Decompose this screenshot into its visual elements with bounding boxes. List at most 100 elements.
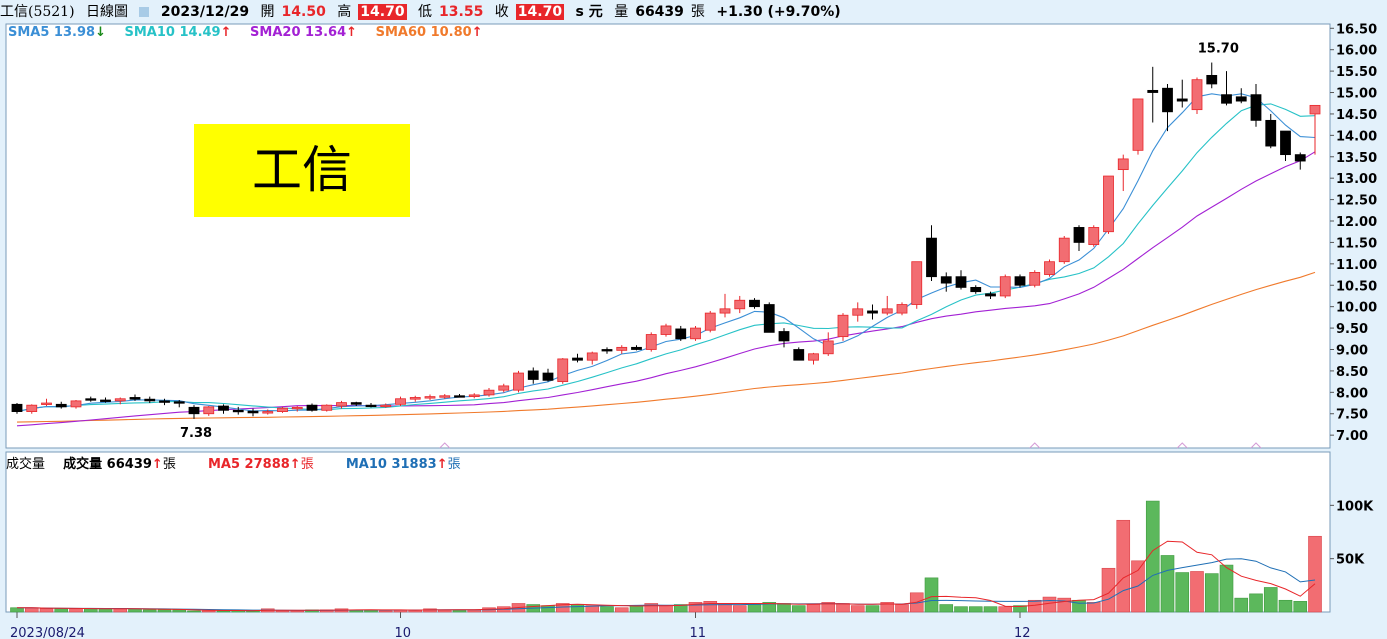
volume-bar — [10, 607, 24, 613]
volume-bar — [895, 604, 909, 613]
sma10-legend[interactable]: SMA10 14.49↑ — [124, 25, 232, 40]
candle-body — [218, 405, 229, 411]
price-tick-label: 12.00 — [1336, 215, 1377, 230]
candle-body — [70, 400, 82, 408]
candle-body — [557, 358, 569, 383]
price-tick-label: 10.50 — [1336, 279, 1377, 294]
volume-bar — [688, 602, 703, 613]
volume-label: 量 — [614, 4, 629, 20]
volume-arrow-icon: ↑ — [151, 457, 163, 472]
volume-bar — [1057, 597, 1072, 613]
candle-body — [1147, 89, 1159, 93]
volume-bar — [142, 609, 157, 613]
sma20-legend[interactable]: SMA20 13.64↑ — [250, 25, 358, 40]
price-tick-label: 9.50 — [1336, 322, 1368, 337]
candle-body — [114, 398, 126, 402]
unit-label: s 元 — [575, 4, 603, 20]
volume-bar — [939, 604, 954, 613]
volume-bar — [1013, 605, 1027, 613]
volume-value: 66439 — [635, 4, 684, 20]
candle-body — [852, 308, 864, 316]
candle-body — [940, 276, 952, 284]
candle-body — [321, 404, 333, 411]
candle-body — [395, 398, 406, 405]
candle-body — [85, 398, 97, 401]
price-tick-label: 12.50 — [1336, 194, 1377, 209]
candle-body — [336, 402, 347, 407]
volume-bar — [747, 604, 762, 613]
price-tick-label: 8.00 — [1336, 386, 1368, 401]
price-tick-label: 15.50 — [1336, 65, 1377, 80]
volume-bar — [673, 604, 688, 613]
price-tick-label: 7.00 — [1336, 429, 1368, 444]
candle-body — [247, 410, 259, 414]
candle-body — [660, 325, 672, 335]
ma10-legend[interactable]: MA10 31883↑張 — [345, 457, 461, 472]
volume-bar — [629, 605, 644, 613]
price-annotation: 7.38 — [180, 426, 212, 441]
volume-legend: 成交量 成交量 66439↑張 MA5 27888↑張 MA10 31883↑張 — [6, 453, 489, 472]
period-label[interactable]: 日線圖 — [86, 4, 129, 20]
calendar-icon[interactable] — [139, 7, 150, 17]
candle-body — [262, 411, 274, 414]
candle-body — [232, 409, 244, 413]
candle-body — [645, 334, 657, 350]
candle-body — [734, 299, 746, 310]
volume-bar — [850, 605, 865, 613]
volume-bar — [1145, 500, 1160, 613]
candle-body — [1235, 96, 1247, 102]
volume-bar — [777, 603, 791, 613]
sma5-legend[interactable]: SMA5 13.98↓ — [8, 25, 106, 40]
candle-body — [1073, 227, 1085, 243]
volume-unit: 張 — [690, 4, 705, 20]
close-value: 14.70 — [515, 4, 565, 20]
volume-bar — [1263, 587, 1278, 613]
candle-body — [1014, 276, 1026, 286]
candle-body — [11, 403, 23, 412]
candle-body — [749, 299, 760, 308]
price-tick-label: 14.50 — [1336, 108, 1377, 123]
volume-legend-total[interactable]: 成交量 66439↑張 — [63, 457, 176, 472]
candle-body — [572, 357, 583, 361]
event-marker-icon — [439, 442, 451, 449]
candle-body — [203, 406, 215, 415]
candle-body — [100, 399, 111, 402]
candle-body — [616, 346, 628, 351]
close-label: 收 — [494, 4, 509, 20]
change-value: +1.30 (+9.70%) — [716, 4, 841, 20]
volume-bar — [1116, 519, 1131, 613]
volume-bar — [703, 601, 718, 613]
candle-body — [1280, 130, 1291, 156]
volume-bar — [83, 608, 98, 613]
volume-bar — [1042, 596, 1057, 613]
open-value: 14.50 — [281, 4, 326, 20]
sma60-legend[interactable]: SMA60 10.80↑ — [375, 25, 483, 40]
price-annotation: 15.70 — [1198, 42, 1239, 57]
volume-bar — [1101, 567, 1116, 613]
candle-body — [704, 312, 716, 331]
candle-body — [26, 404, 38, 412]
sma10-arrow-icon: ↑ — [220, 25, 232, 40]
candle-body — [763, 304, 775, 333]
candle-body — [291, 406, 303, 410]
candle-body — [601, 349, 613, 352]
volume-bar — [1086, 602, 1101, 613]
stock-name[interactable]: 工信(5521) — [0, 4, 75, 20]
candle-body — [1309, 104, 1321, 115]
volume-bar — [1278, 599, 1293, 613]
candle-body — [675, 328, 687, 340]
candle-body — [439, 395, 451, 398]
ma5-legend[interactable]: MA5 27888↑張 — [207, 457, 314, 472]
candle-body — [1176, 98, 1188, 102]
candle-body — [955, 276, 967, 288]
price-legend: SMA5 13.98↓ SMA10 14.49↑ SMA20 13.64↑ SM… — [8, 25, 497, 40]
candle-body — [690, 327, 701, 340]
volume-bar — [998, 606, 1013, 613]
volume-ma5-line — [17, 540, 1316, 612]
volume-bar — [541, 605, 555, 613]
event-marker-icon — [1250, 442, 1262, 449]
candle-body — [1191, 79, 1203, 111]
candle-body — [306, 404, 318, 411]
